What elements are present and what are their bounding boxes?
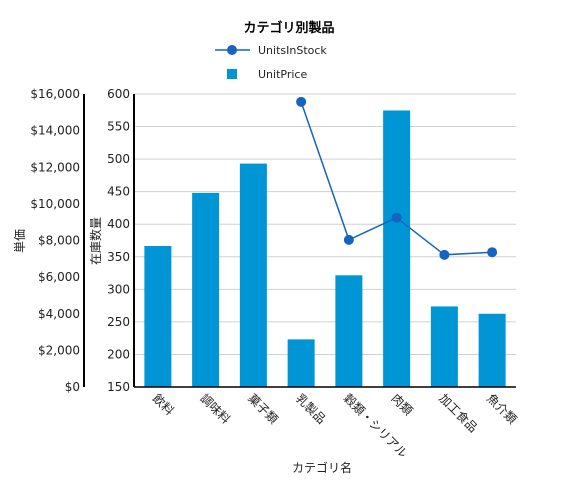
gridlines [134, 93, 516, 388]
right-tick-label: 600 [107, 87, 130, 101]
legend-label-unit-price: UnitPrice [258, 68, 307, 81]
right-axis-title: 在庫数量 [88, 217, 103, 265]
bar [287, 339, 315, 387]
bar [383, 110, 411, 387]
x-tick-label: 菓子類 [245, 391, 280, 426]
left-tick-label: $8,000 [38, 234, 80, 248]
axes: $0 $2,000 $4,000 $6,000 $8,000 $10,000 $12,000… [30, 87, 516, 394]
x-tick-label: 調味料 [198, 391, 233, 426]
right-tick-label: 400 [107, 217, 130, 231]
x-tick-label: 魚介類 [484, 391, 519, 426]
right-tick-label: 150 [107, 380, 130, 394]
x-tick-label: 肉類 [389, 391, 416, 418]
left-tick-label: $16,000 [30, 87, 80, 101]
line-point [343, 234, 354, 245]
line-series [296, 96, 498, 260]
right-tick-label: 300 [107, 282, 130, 296]
line-point [391, 212, 402, 223]
bar [239, 163, 267, 387]
right-tick-label: 200 [107, 347, 130, 361]
bar [430, 306, 458, 387]
line-point [439, 249, 450, 260]
legend-bar-swatch [227, 69, 237, 79]
legend: UnitsInStock UnitPrice [215, 44, 327, 81]
left-tick-label: $4,000 [38, 307, 80, 321]
line-point [296, 96, 307, 107]
right-tick-label: 500 [107, 152, 130, 166]
left-tick-label: $0 [65, 380, 80, 394]
x-axis-title: カテゴリ名 [292, 460, 352, 475]
bar [478, 313, 506, 387]
line-point [487, 247, 498, 258]
bar-series [144, 110, 506, 387]
left-tick-label: $10,000 [30, 197, 80, 211]
bar [335, 275, 363, 387]
left-tick-label: $12,000 [30, 160, 80, 174]
chart-title: カテゴリ別製品 [243, 20, 334, 36]
legend-label-units-in-stock: UnitsInStock [258, 44, 327, 57]
x-tick-label: 飲料 [150, 391, 178, 419]
right-tick-label: 350 [107, 250, 130, 264]
legend-marker-swatch [227, 45, 237, 55]
left-axis-title: 単価 [13, 229, 27, 253]
bar [144, 245, 172, 387]
left-tick-label: $6,000 [38, 270, 80, 284]
bar [192, 192, 220, 387]
x-tick-label: 乳製品 [293, 391, 328, 426]
x-tick-label: 加工食品 [436, 391, 481, 436]
right-tick-label: 450 [107, 185, 130, 199]
left-tick-label: $14,000 [30, 124, 80, 138]
left-tick-label: $2,000 [38, 343, 80, 357]
right-tick-label: 250 [107, 315, 130, 329]
right-tick-label: 550 [107, 120, 130, 134]
